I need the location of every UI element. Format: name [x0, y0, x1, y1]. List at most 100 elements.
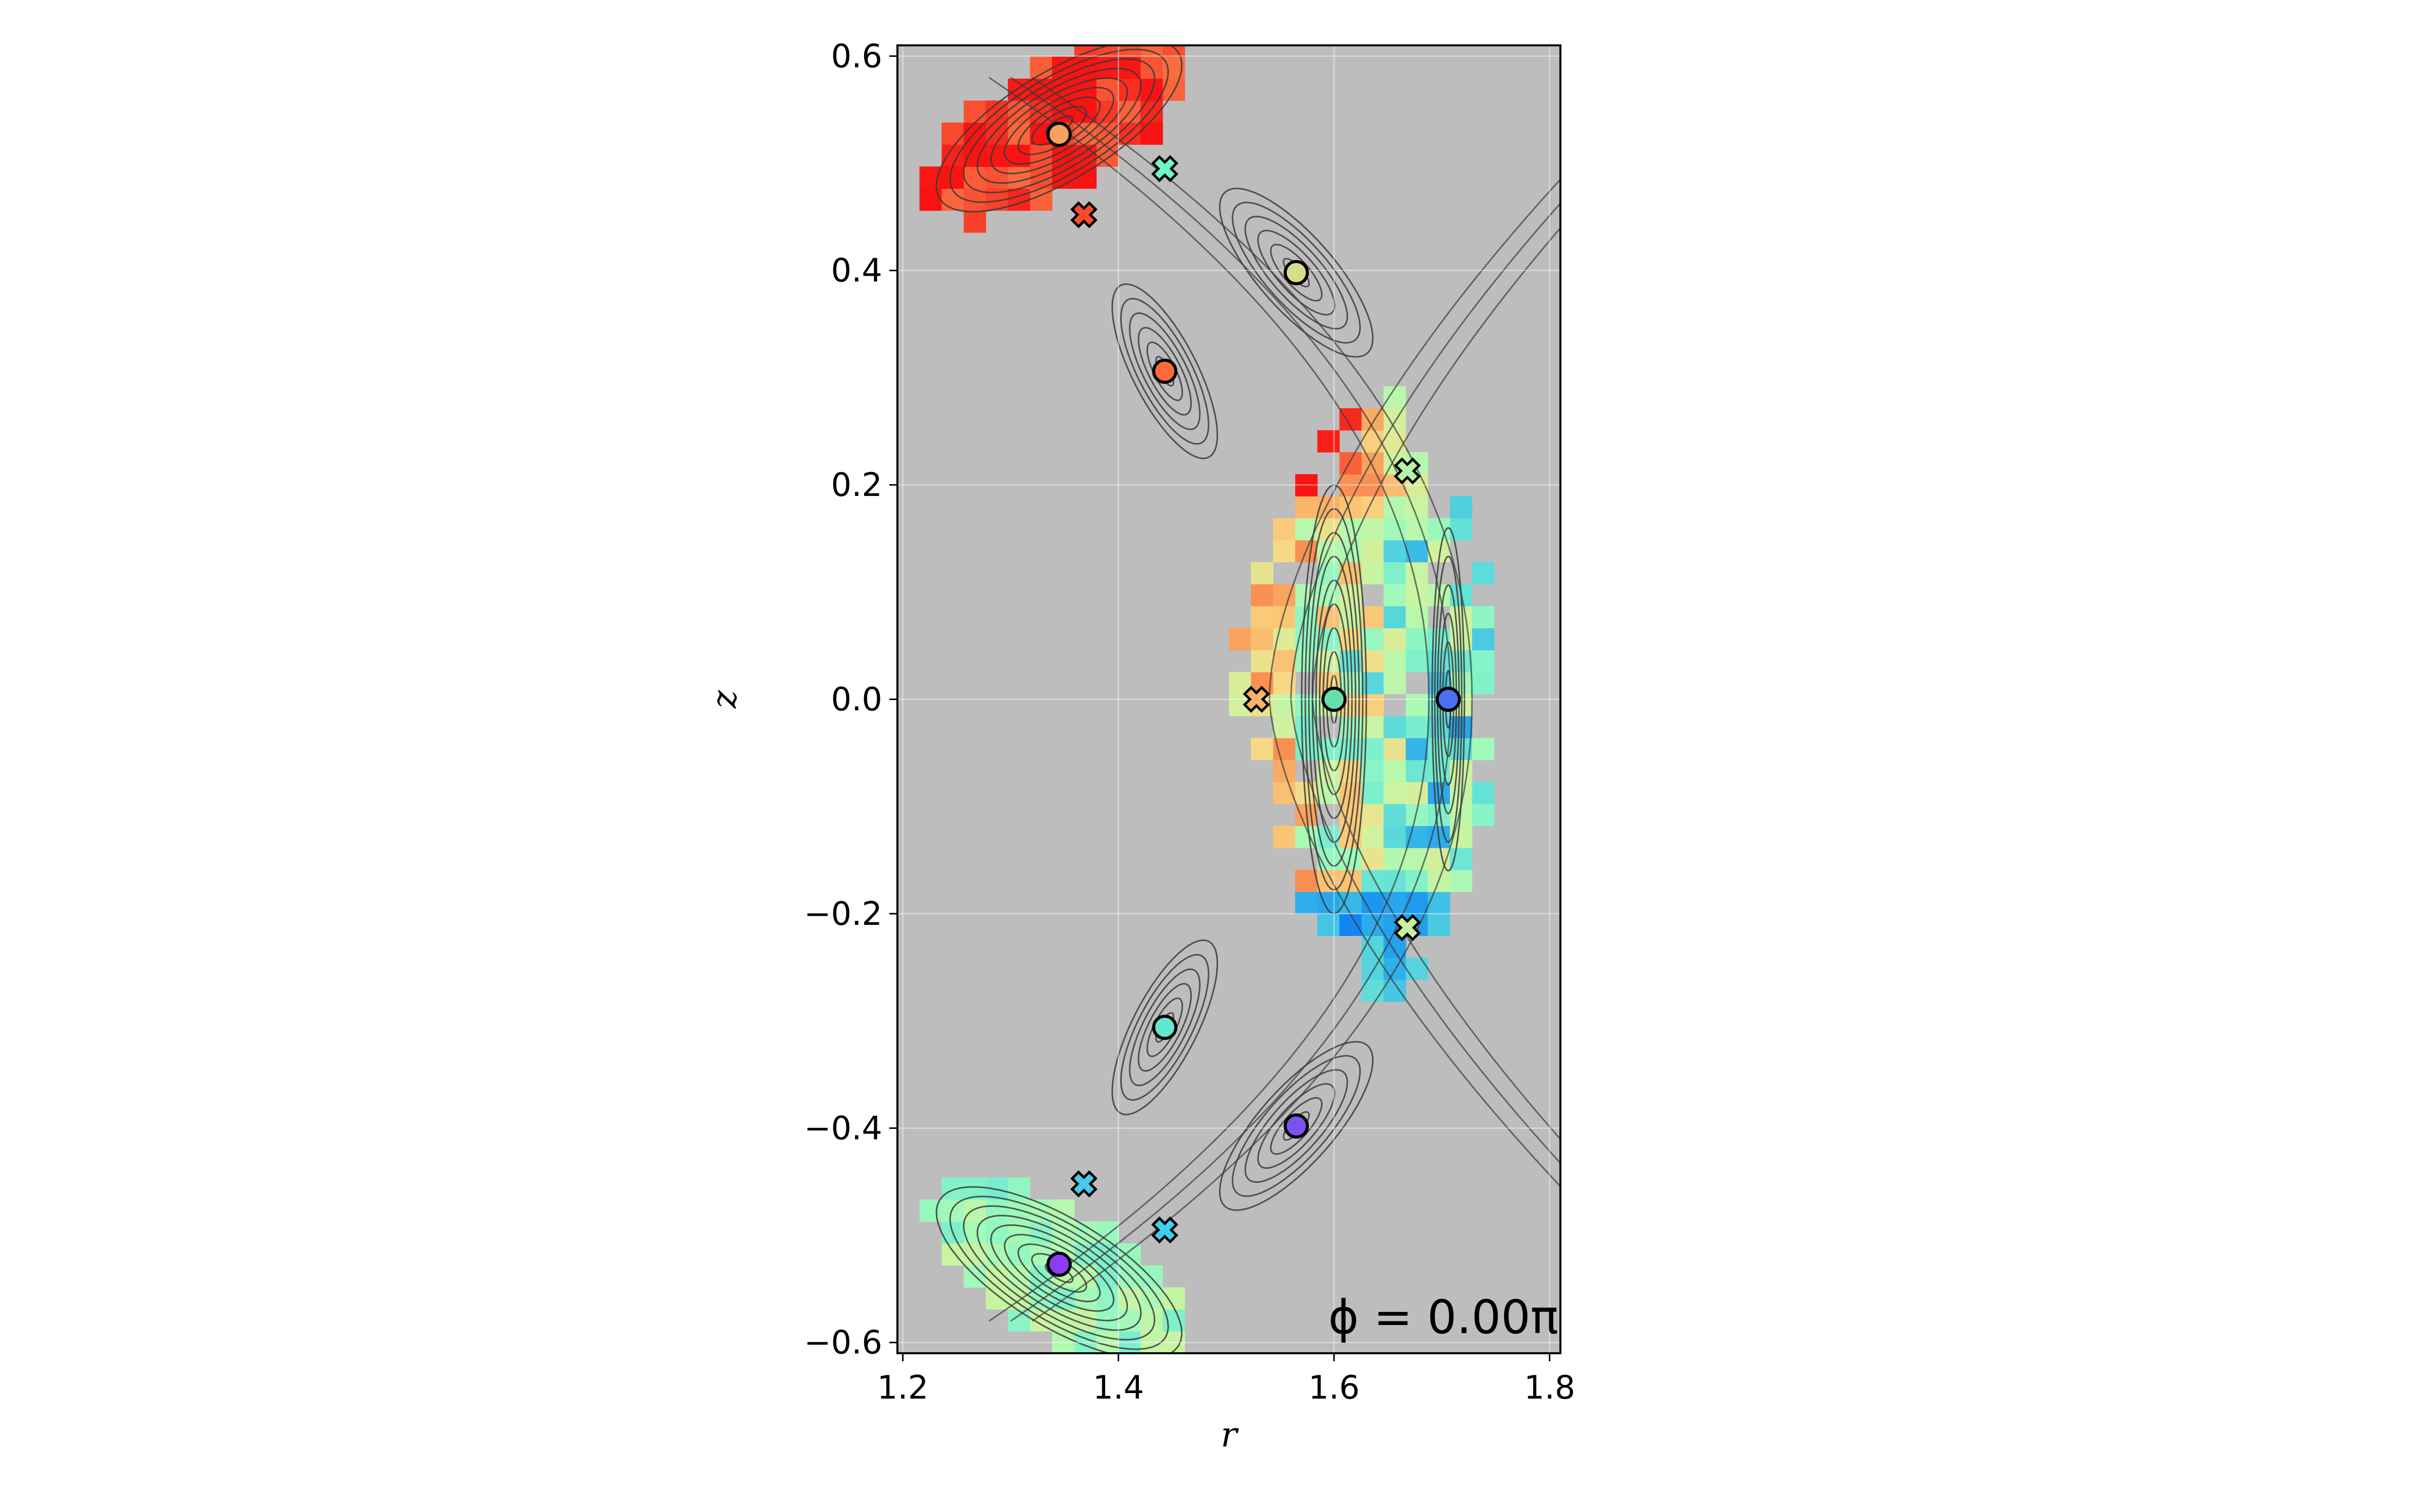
island-surface — [1129, 312, 1201, 430]
island-surface — [1146, 997, 1183, 1057]
colormap-cell — [1406, 782, 1428, 804]
island-surface-bottom — [1017, 1243, 1101, 1302]
colormap-cell — [1295, 869, 1318, 892]
o-point-marker — [1152, 1015, 1178, 1040]
colormap-cell — [963, 1199, 986, 1222]
core-surface — [1301, 484, 1367, 915]
colormap-cell — [1361, 562, 1384, 585]
colormap-cell — [1406, 694, 1428, 717]
colormap-cell — [1472, 606, 1495, 628]
core-surface — [1315, 579, 1353, 820]
colormap-cell — [1273, 650, 1296, 672]
colormap-cell — [1383, 782, 1406, 804]
colormap-cell — [1383, 540, 1406, 562]
o-point-marker — [1435, 686, 1461, 712]
colormap-cell — [1030, 1221, 1053, 1244]
colormap-cell — [941, 188, 964, 211]
island-surface — [1120, 954, 1209, 1101]
colormap-cell — [1317, 913, 1340, 936]
boundary-surface — [1268, 178, 1560, 1188]
x-point-marker — [1151, 155, 1179, 182]
y-tick-label: −0.6 — [804, 1325, 882, 1362]
colormap-cell — [1383, 408, 1406, 431]
island-surface — [1269, 243, 1323, 302]
y-tick-label: 0.4 — [831, 253, 882, 290]
island-surface-top — [1031, 106, 1087, 146]
x-point-shape — [1070, 201, 1098, 228]
colormap-cell — [1406, 738, 1428, 761]
colormap-cell — [1406, 716, 1428, 738]
boundary-surface — [988, 77, 1430, 1322]
colormap-cell — [1383, 848, 1406, 870]
colormap-cell — [963, 210, 986, 233]
colormap-cell — [1074, 45, 1097, 57]
y-tick-label: 0.0 — [831, 681, 882, 719]
colormap-cell — [1361, 452, 1384, 475]
island-surface-bottom — [1031, 1253, 1087, 1293]
colormap-cell — [1383, 760, 1406, 782]
colormap-cell — [1118, 45, 1141, 57]
colormap-cell — [1008, 166, 1031, 189]
boundary-surface — [1311, 227, 1560, 1141]
island-surface — [1269, 1097, 1323, 1155]
colormap-cell — [1339, 892, 1362, 914]
x-point-shape — [1394, 457, 1421, 485]
colormap-cell — [1361, 716, 1384, 738]
o-point-marker — [1046, 1251, 1072, 1277]
colormap-cell — [1472, 562, 1495, 585]
x-point-marker — [1394, 914, 1421, 941]
colormap-cell — [1449, 848, 1473, 870]
island-surface-bottom — [962, 1205, 1156, 1341]
colormap-cell — [1383, 584, 1406, 606]
colormap-cell — [1406, 826, 1428, 848]
colormap-cell — [1317, 496, 1340, 519]
grid-layer — [897, 45, 1560, 1353]
colormap-cell — [1383, 562, 1406, 585]
x-tick-label: 1.6 — [1308, 1369, 1360, 1407]
island-surface — [1431, 527, 1466, 872]
colormap-cell — [1273, 540, 1296, 562]
x-axis-label: r — [1221, 1415, 1239, 1455]
colormap-cell — [1361, 672, 1384, 695]
colormap-cell — [1295, 892, 1318, 914]
boundary-surface — [1032, 77, 1473, 1322]
y-tick-label: −0.4 — [804, 1110, 882, 1147]
island-surface-bottom — [949, 1195, 1169, 1350]
colormap-cell — [941, 122, 964, 145]
island-surface — [1111, 939, 1218, 1115]
core-surface — [1304, 508, 1364, 891]
x-tick-label: 1.8 — [1524, 1369, 1576, 1407]
colormap-cell — [986, 1287, 1008, 1310]
colormap-cell — [1383, 826, 1406, 848]
x-point-shape — [1394, 914, 1421, 941]
colormap-cell — [1361, 958, 1384, 980]
colormap-cell — [919, 188, 942, 211]
colormap-cell — [1449, 869, 1473, 892]
phi-annotation: ϕ = 0.00π — [1328, 1290, 1559, 1344]
colormap-cell — [963, 100, 986, 123]
colormap-cell — [1140, 1331, 1163, 1353]
colormap-cell — [1361, 869, 1384, 892]
island-surface — [1232, 1055, 1361, 1197]
colormap-cell — [1361, 518, 1384, 541]
colormap-cell — [1140, 1265, 1163, 1288]
colormap-cell — [1383, 958, 1406, 980]
island-surface — [1244, 215, 1348, 330]
colormap-cell — [1449, 496, 1473, 519]
island-surface-bottom — [935, 1186, 1183, 1353]
island-surface-bottom — [1003, 1234, 1115, 1312]
colormap-cell — [1361, 606, 1384, 628]
x-point-marker — [1070, 201, 1098, 228]
colormap-cell — [1406, 892, 1428, 914]
island-surface-top — [976, 68, 1142, 184]
colormap-cell — [1406, 650, 1428, 672]
colormap-cell — [1295, 496, 1318, 519]
surface-contours-layer — [935, 45, 1560, 1353]
colormap-cell — [941, 1199, 964, 1222]
colormap-cell — [1472, 803, 1495, 827]
colormap-cell — [1383, 386, 1406, 409]
boundary-surface — [1290, 202, 1560, 1164]
colormap-cell — [1361, 694, 1384, 717]
o-point-marker — [1284, 260, 1309, 285]
